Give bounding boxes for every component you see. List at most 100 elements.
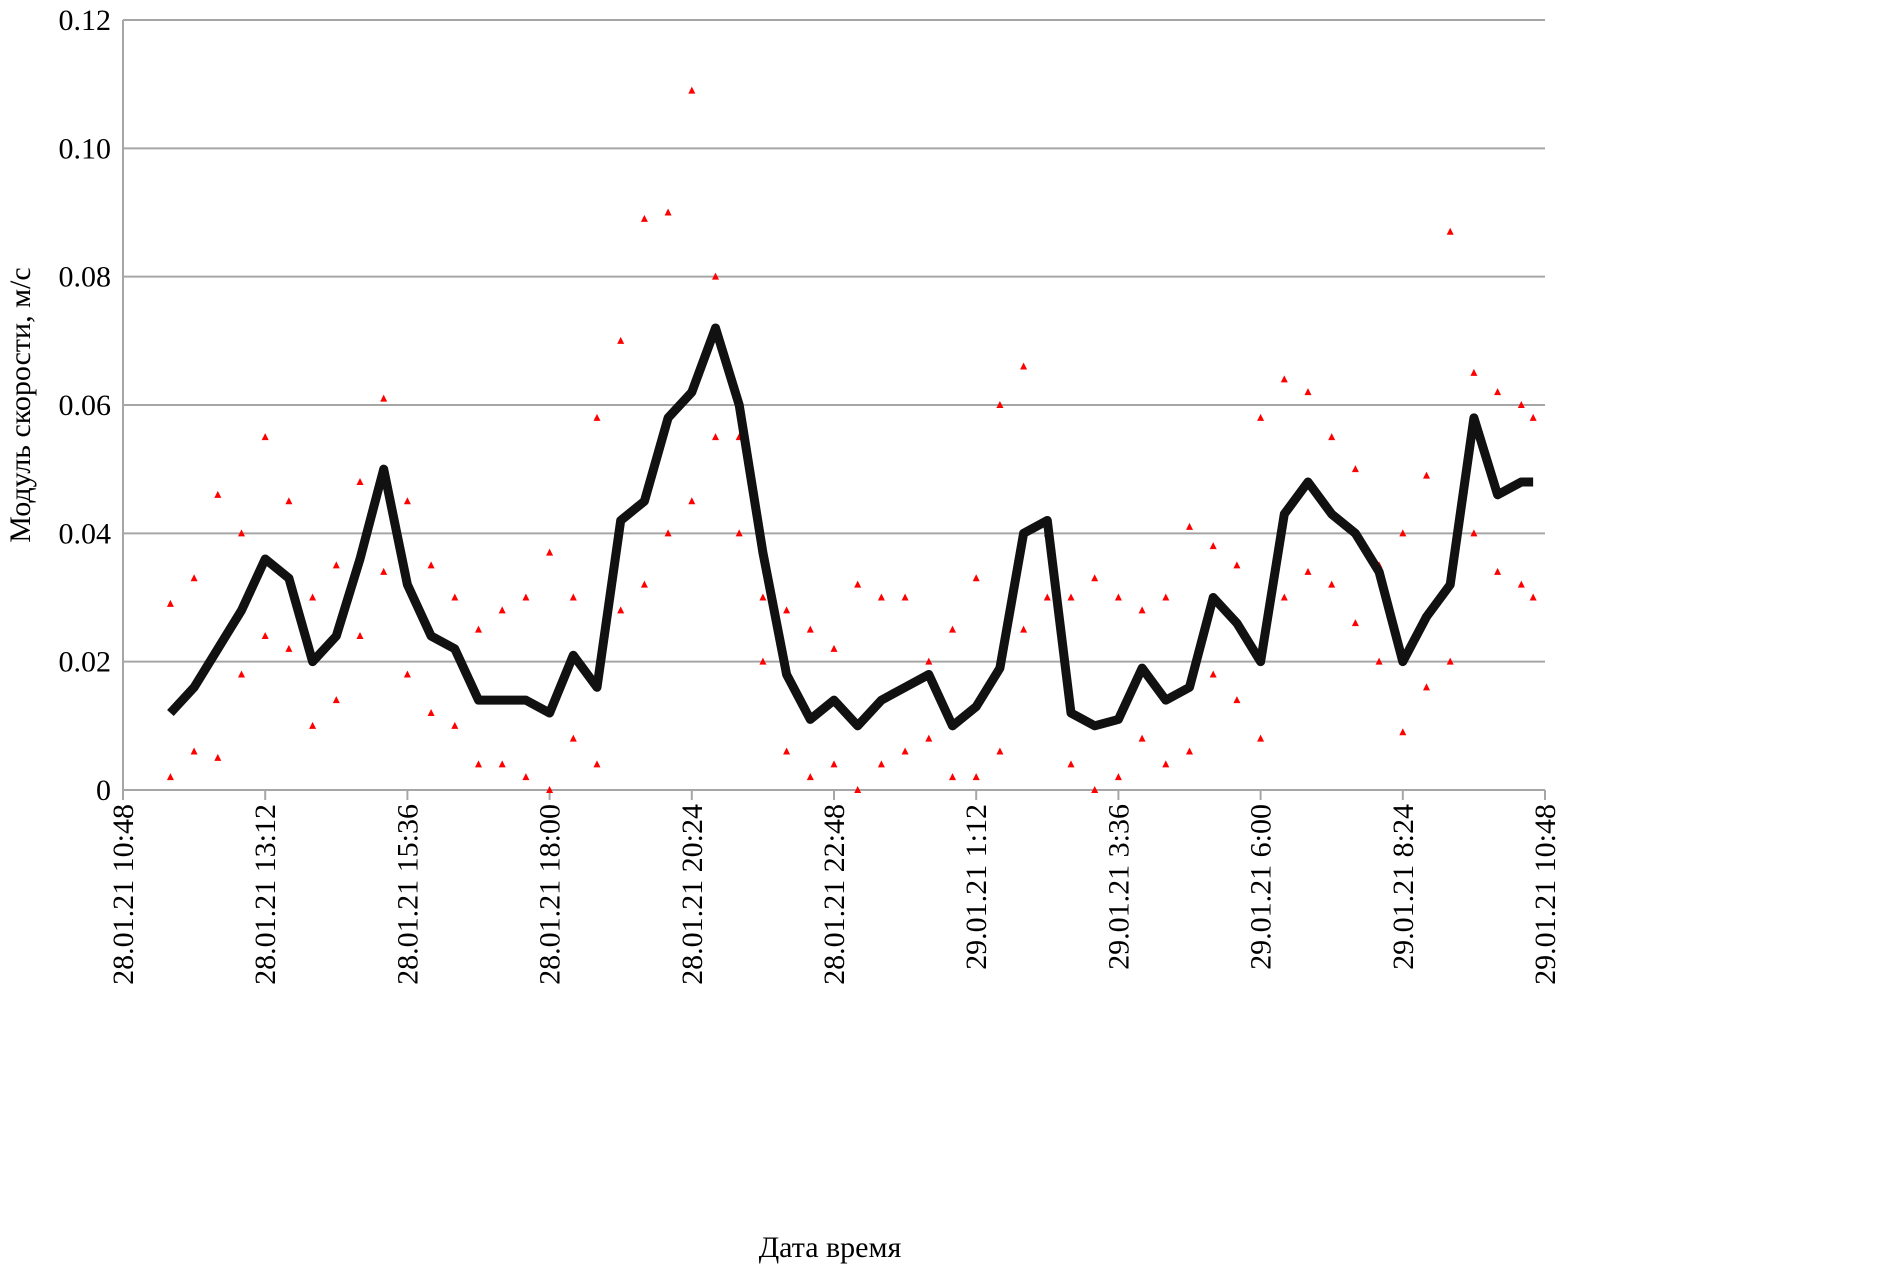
data-point bbox=[996, 747, 1004, 755]
data-point bbox=[451, 721, 459, 729]
data-point bbox=[854, 580, 862, 588]
data-point bbox=[403, 670, 411, 678]
x-tick-label: 28.01.21 20:24 bbox=[676, 804, 709, 985]
data-point bbox=[285, 497, 293, 505]
data-point bbox=[403, 497, 411, 505]
data-point bbox=[1186, 522, 1193, 530]
x-tick-label: 28.01.21 13:12 bbox=[249, 804, 282, 985]
x-tick-label: 29.01.21 8:24 bbox=[1387, 804, 1420, 970]
data-point bbox=[712, 433, 719, 441]
data-point bbox=[1138, 734, 1146, 742]
data-point bbox=[664, 529, 672, 537]
data-point bbox=[688, 86, 696, 94]
x-tick-label: 29.01.21 1:12 bbox=[960, 804, 993, 970]
data-point bbox=[1399, 529, 1407, 537]
data-point bbox=[380, 394, 388, 402]
data-point bbox=[166, 773, 174, 781]
data-point bbox=[1399, 728, 1407, 736]
data-point bbox=[546, 786, 554, 793]
y-tick-label: 0.04 bbox=[59, 517, 112, 550]
data-point bbox=[1233, 561, 1241, 569]
data-point bbox=[1351, 465, 1359, 473]
data-point bbox=[238, 670, 245, 678]
data-point bbox=[949, 773, 956, 781]
data-point bbox=[1043, 593, 1051, 601]
y-tick-label: 0.12 bbox=[59, 4, 112, 37]
data-point bbox=[569, 593, 577, 601]
data-point bbox=[1446, 657, 1454, 665]
data-point bbox=[522, 773, 530, 781]
data-point bbox=[1233, 696, 1241, 704]
data-point bbox=[261, 632, 269, 639]
data-point bbox=[1328, 433, 1336, 441]
data-point bbox=[1351, 619, 1359, 627]
data-point bbox=[546, 548, 554, 556]
data-point bbox=[1114, 773, 1122, 781]
data-point bbox=[1186, 747, 1193, 755]
data-point bbox=[1446, 227, 1454, 235]
data-point bbox=[1375, 657, 1383, 665]
data-point bbox=[593, 413, 601, 421]
data-point bbox=[806, 625, 814, 633]
data-point bbox=[238, 529, 245, 537]
data-point bbox=[356, 478, 364, 485]
data-point bbox=[925, 734, 933, 742]
data-point bbox=[830, 644, 838, 652]
data-point bbox=[1067, 760, 1075, 768]
data-point bbox=[830, 760, 838, 768]
data-point bbox=[759, 593, 767, 601]
data-point bbox=[380, 567, 388, 575]
data-point bbox=[166, 599, 174, 607]
data-point bbox=[332, 696, 340, 704]
data-point bbox=[309, 721, 317, 729]
data-point bbox=[1138, 606, 1146, 614]
data-point bbox=[783, 747, 791, 755]
data-point bbox=[617, 606, 625, 614]
data-point bbox=[688, 497, 696, 505]
y-tick-label: 0.06 bbox=[59, 389, 112, 422]
y-tick-label: 0 bbox=[96, 774, 111, 807]
data-point bbox=[427, 709, 435, 716]
data-point bbox=[1304, 567, 1312, 575]
data-point bbox=[1494, 388, 1502, 396]
data-point bbox=[427, 561, 435, 569]
data-point bbox=[1020, 362, 1028, 370]
data-point bbox=[1162, 760, 1170, 768]
data-point bbox=[356, 632, 364, 639]
data-point bbox=[451, 593, 459, 601]
data-point bbox=[1423, 683, 1430, 691]
data-point bbox=[996, 401, 1004, 408]
data-point bbox=[522, 593, 530, 601]
x-tick-label: 29.01.21 10:48 bbox=[1529, 804, 1562, 985]
data-point bbox=[901, 747, 909, 755]
data-point bbox=[1209, 542, 1217, 550]
data-point bbox=[1114, 593, 1122, 601]
data-point bbox=[214, 753, 222, 761]
data-point bbox=[475, 625, 482, 633]
y-tick-label: 0.02 bbox=[59, 646, 112, 679]
x-tick-label: 28.01.21 22:48 bbox=[818, 804, 851, 985]
data-point bbox=[593, 760, 601, 768]
data-point bbox=[735, 529, 743, 537]
data-point bbox=[1529, 413, 1537, 421]
x-tick-label: 28.01.21 15:36 bbox=[391, 804, 424, 985]
data-point bbox=[1280, 593, 1288, 601]
data-point bbox=[1257, 413, 1265, 421]
data-point bbox=[498, 760, 506, 768]
data-point bbox=[1020, 625, 1028, 633]
data-point bbox=[640, 580, 648, 588]
x-axis-label: Дата время bbox=[759, 1231, 902, 1264]
data-point bbox=[1328, 580, 1336, 588]
data-point bbox=[332, 561, 340, 569]
x-tick-label: 29.01.21 3:36 bbox=[1102, 804, 1135, 970]
data-point bbox=[854, 786, 862, 793]
data-point bbox=[1470, 368, 1478, 376]
data-point bbox=[949, 625, 956, 633]
data-point bbox=[1067, 593, 1075, 601]
data-point bbox=[664, 208, 672, 216]
data-point bbox=[877, 593, 885, 601]
y-axis-label: Модуль скорости, м/с bbox=[4, 267, 37, 542]
data-point bbox=[475, 760, 482, 768]
y-tick-label: 0.08 bbox=[59, 261, 112, 294]
